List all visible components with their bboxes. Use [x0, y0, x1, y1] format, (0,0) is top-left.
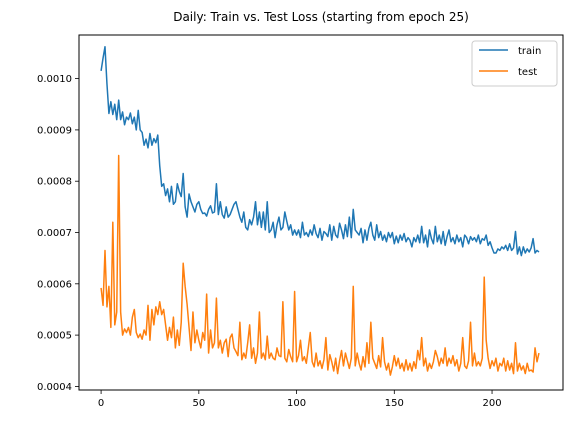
legend-train-label: train: [518, 46, 541, 57]
x-tick-label: 0: [98, 398, 104, 409]
y-tick-label: 0.0008: [37, 177, 72, 188]
axes-frame: [78, 34, 564, 391]
legend-box: [471, 40, 558, 87]
x-tick-label: 50: [192, 398, 205, 409]
x-tick-label: 150: [385, 398, 404, 409]
chart-title: Daily: Train vs. Test Loss (starting fro…: [173, 10, 469, 24]
legend-test-label: test: [518, 67, 537, 78]
series-line-train: [100, 46, 540, 257]
x-tick-label: 200: [482, 398, 501, 409]
y-tick-label: 0.0005: [37, 331, 72, 342]
plot-area: [100, 46, 540, 376]
y-tick-label: 0.0009: [37, 125, 72, 136]
x-axis: 0 50 100 150 200: [98, 390, 502, 409]
y-tick-label: 0.0007: [37, 228, 72, 239]
legend: train test: [471, 40, 558, 87]
y-tick-label: 0.0006: [37, 279, 72, 290]
series-line-test: [100, 154, 540, 376]
y-tick-label: 0.0010: [37, 74, 72, 85]
x-tick-label: 100: [287, 398, 306, 409]
y-tick-label: 0.0004: [37, 382, 72, 393]
y-axis: 0.0004 0.0005 0.0006 0.0007 0.0008 0.0009 0.00…: [37, 74, 79, 393]
